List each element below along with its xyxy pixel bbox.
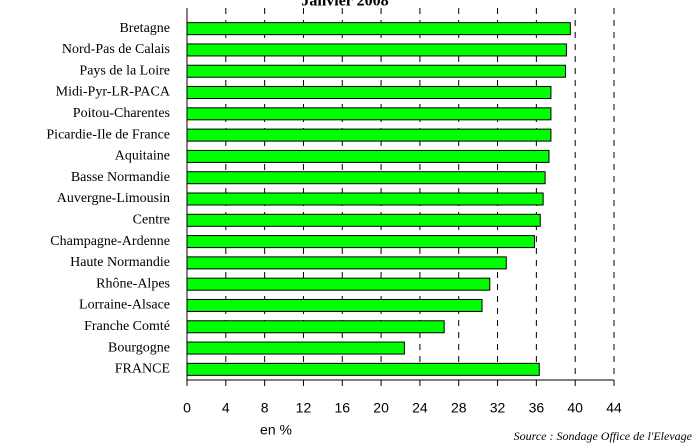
bar xyxy=(186,22,571,36)
bar xyxy=(186,171,546,185)
bar xyxy=(186,320,445,334)
x-tick-label: 24 xyxy=(412,400,428,416)
y-tick-label: Basse Normandie xyxy=(71,170,170,185)
source-note: Source : Sondage Office de l'Elevage xyxy=(514,429,693,443)
x-tick-label: 8 xyxy=(261,400,269,416)
bar xyxy=(186,107,552,121)
y-tick-label: Bretagne xyxy=(119,21,170,36)
x-tick-label: 20 xyxy=(373,400,389,416)
y-tick-label: FRANCE xyxy=(115,362,170,377)
x-tick-label: 0 xyxy=(183,400,191,416)
x-tick-label: 44 xyxy=(606,400,622,416)
y-tick-label: Auvergne-Limousin xyxy=(57,191,170,206)
y-tick-label: Picardie-Ile de France xyxy=(46,127,170,142)
y-tick-label: Rhône-Alpes xyxy=(96,276,170,291)
chart-title: Janvier 2008 xyxy=(301,0,388,10)
y-tick-label: Franche Comté xyxy=(84,319,170,334)
y-tick-label: Haute Normandie xyxy=(70,255,170,270)
x-tick-label: 36 xyxy=(529,400,545,416)
bar xyxy=(186,128,552,142)
bar xyxy=(186,192,544,206)
x-tick-label: 16 xyxy=(334,400,350,416)
x-axis-label: en % xyxy=(260,422,292,438)
bar xyxy=(186,149,550,163)
x-tick-label: 12 xyxy=(296,400,312,416)
bar xyxy=(186,256,507,270)
bar xyxy=(186,43,567,57)
y-tick-label: Lorraine-Alsace xyxy=(79,298,170,313)
bar xyxy=(186,64,566,78)
bar xyxy=(186,362,540,376)
bar xyxy=(186,277,491,291)
bar xyxy=(186,298,483,312)
x-tick-label: 40 xyxy=(567,400,583,416)
y-tick-label: Nord-Pas de Calais xyxy=(62,42,170,57)
x-tick-label: 4 xyxy=(222,400,230,416)
x-tick-label: 32 xyxy=(490,400,506,416)
y-tick-label: Aquitaine xyxy=(115,149,170,164)
y-tick-label: Bourgogne xyxy=(108,340,170,355)
x-tick-label: 28 xyxy=(451,400,467,416)
y-tick-label: Centre xyxy=(133,213,170,228)
y-tick-label: Poitou-Charentes xyxy=(73,106,170,121)
y-tick-label: Champagne-Ardenne xyxy=(50,234,170,249)
y-tick-label: Midi-Pyr-LR-PACA xyxy=(56,85,171,100)
y-tick-label: Pays de la Loire xyxy=(79,63,170,78)
bar xyxy=(186,213,541,227)
bar xyxy=(186,86,552,100)
bar xyxy=(186,235,535,249)
bar xyxy=(186,341,405,355)
